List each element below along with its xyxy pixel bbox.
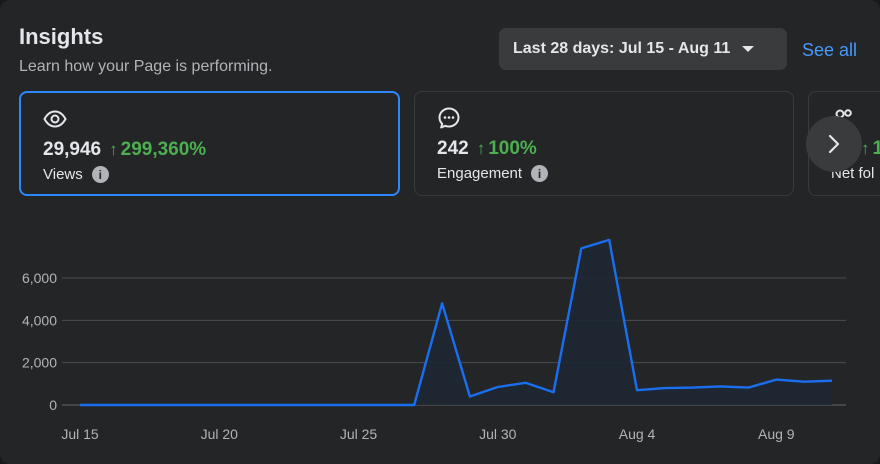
y-tick-label: 0 [49,397,57,413]
metric-delta: ↑ 299,360% [109,139,206,161]
date-range-label: Last 28 days: Jul 15 - Aug 11 [513,40,731,57]
y-tick-label: 2,000 [22,355,57,371]
see-all-link[interactable]: See all [802,40,858,60]
metric-value: 29,946 [43,139,102,160]
eye-icon [43,110,67,128]
metric-card-views[interactable]: 29,946 ↑ 299,360% Views i [19,91,400,196]
metric-value-row: 242 ↑ 100% [437,138,537,160]
views-series-line [80,238,833,407]
metric-value: 242 [437,138,469,159]
x-tick-label: Jul 25 [340,426,378,442]
x-tick-label: Jul 15 [61,426,99,442]
chevron-right-icon [828,134,840,154]
date-range-dropdown[interactable]: Last 28 days: Jul 15 - Aug 11 [499,28,787,70]
info-icon[interactable]: i [91,166,109,183]
metric-delta: ↑ 1 [861,138,880,160]
views-series-points [79,239,833,406]
views-series-area [80,239,832,405]
metric-value-row: 29,946 ↑ 299,360% [43,139,206,161]
metric-label: Views [43,166,83,183]
metric-label-row: Views i [43,166,109,183]
y-tick-label: 4,000 [22,312,57,328]
next-metrics-button[interactable] [806,116,862,172]
x-tick-label: Aug 9 [758,426,795,442]
metric-label-row: Engagement i [437,165,549,182]
metric-value-row: ↑ 1 [831,138,880,160]
y-axis-labels: 0 2,000 4,000 6,000 [22,270,57,413]
metric-card-engagement[interactable]: 242 ↑ 100% Engagement i [414,91,794,196]
metric-delta-value: 1 [873,138,880,160]
metric-delta-value: 100% [488,138,537,159]
metric-delta: ↑ 100% [477,138,537,160]
x-tick-label: Jul 30 [479,426,517,442]
views-chart: 0 2,000 4,000 6,000 Jul 15 Jul 20 Jul 25 Jul 3… [22,238,846,442]
x-axis-labels: Jul 15 Jul 20 Jul 25 Jul 30 Aug 4 Aug 9 [61,426,794,442]
x-tick-label: Jul 20 [201,426,239,442]
arrow-up-icon: ↑ [476,139,486,158]
y-tick-label: 6,000 [22,270,57,286]
arrow-up-icon: ↑ [109,140,118,159]
page-subtitle: Learn how your Page is performing. [19,58,273,75]
caret-down-icon [742,46,755,52]
chat-bubble-icon [438,107,460,129]
info-icon[interactable]: i [531,165,549,182]
page-title: Insights [19,24,104,49]
metric-label: Engagement [437,165,523,182]
x-tick-label: Aug 4 [619,426,656,442]
metric-delta-value: 299,360% [120,139,207,160]
arrow-up-icon: ↑ [861,139,870,158]
